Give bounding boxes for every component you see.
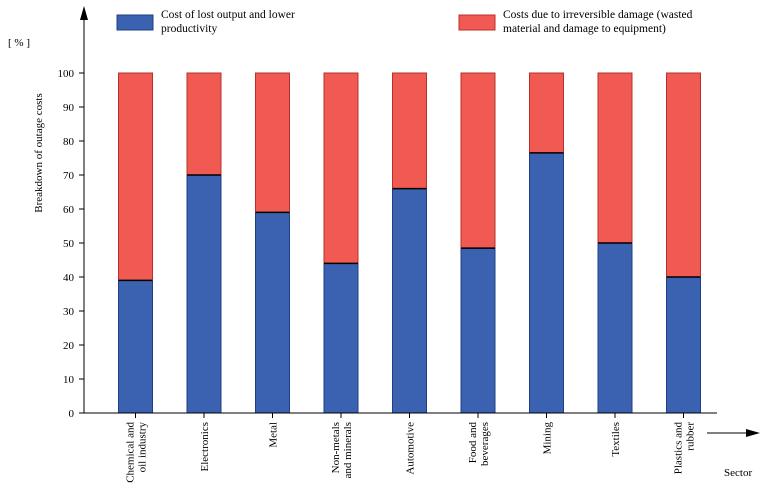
x-category-label: Mining [542,422,554,455]
bar-irreversible-damage [118,72,153,281]
bar-lost-output [255,211,290,414]
x-category-label: rubber [685,422,697,451]
y-tick-label: 0 [69,408,75,420]
bar-lost-output [118,279,153,414]
legend-label-lost-output: Cost of lost output and lower [161,9,295,21]
y-axis-arrow [80,6,88,20]
x-category-label: Electronics [199,422,211,471]
bar-irreversible-damage [529,72,564,154]
y-tick-label: 70 [63,170,75,182]
y-tick-label: 80 [63,136,75,148]
x-category-label: oil industry [137,422,149,473]
bar-irreversible-damage [597,72,633,244]
bar-lost-output [597,242,633,414]
y-tick-label: 20 [63,340,75,352]
legend: Cost of lost output and lower productivit… [116,9,693,35]
legend-label-irreversible-damage: Costs due to irreversible damage (wasted [503,9,693,21]
y-tick-label: 50 [63,238,75,250]
x-category-label: Chemical and [125,422,137,483]
y-tick-label: 10 [63,374,75,386]
bar-irreversible-damage [255,72,290,213]
bar-irreversible-damage [323,72,359,264]
x-category-label: and minerals [342,422,354,479]
x-category-label: beverages [479,422,491,466]
bar-lost-output [666,276,701,414]
y-tick-label: 30 [63,306,75,318]
y-tick-label: 40 [63,272,75,284]
y-tick-label: 60 [63,204,75,216]
x-axis: Sector Chemical and oil industry Electronic… [84,412,760,483]
x-category-label: Automotive [405,422,417,475]
legend-label-lost-output: productivity [161,23,217,35]
x-axis-title: Sector [724,467,752,479]
bar-lost-output [392,188,427,414]
x-category-label: Textiles [610,422,622,457]
x-category-label: Metal [268,422,280,448]
legend-label-irreversible-damage: material and damage to equipment) [503,23,666,35]
bar-lost-output [529,152,564,414]
x-category-label: Non-metals [330,422,342,473]
y-tick-label: 90 [63,102,75,114]
bar-lost-output [186,174,222,414]
bar-irreversible-damage [460,72,496,249]
y-axis-title: Breakdown of outage costs [33,93,45,212]
y-tick-label: 100 [58,68,75,80]
bar-irreversible-damage [392,72,427,190]
x-category-label: Food and [467,422,479,464]
bar-irreversible-damage [186,72,222,176]
bar-lost-output [460,247,496,414]
y-axis-unit: [ % ] [8,37,30,49]
x-axis-arrow [746,429,760,437]
legend-swatch-irreversible-damage [458,14,496,31]
x-category-label: Plastics and [673,422,685,475]
bar-lost-output [323,262,359,414]
bars [118,72,701,414]
y-axis: 0 10 20 30 40 50 60 70 80 90 100 [ % ] Breakdown of … [8,6,88,420]
bar-irreversible-damage [666,72,701,278]
legend-swatch-lost-output [116,14,154,31]
